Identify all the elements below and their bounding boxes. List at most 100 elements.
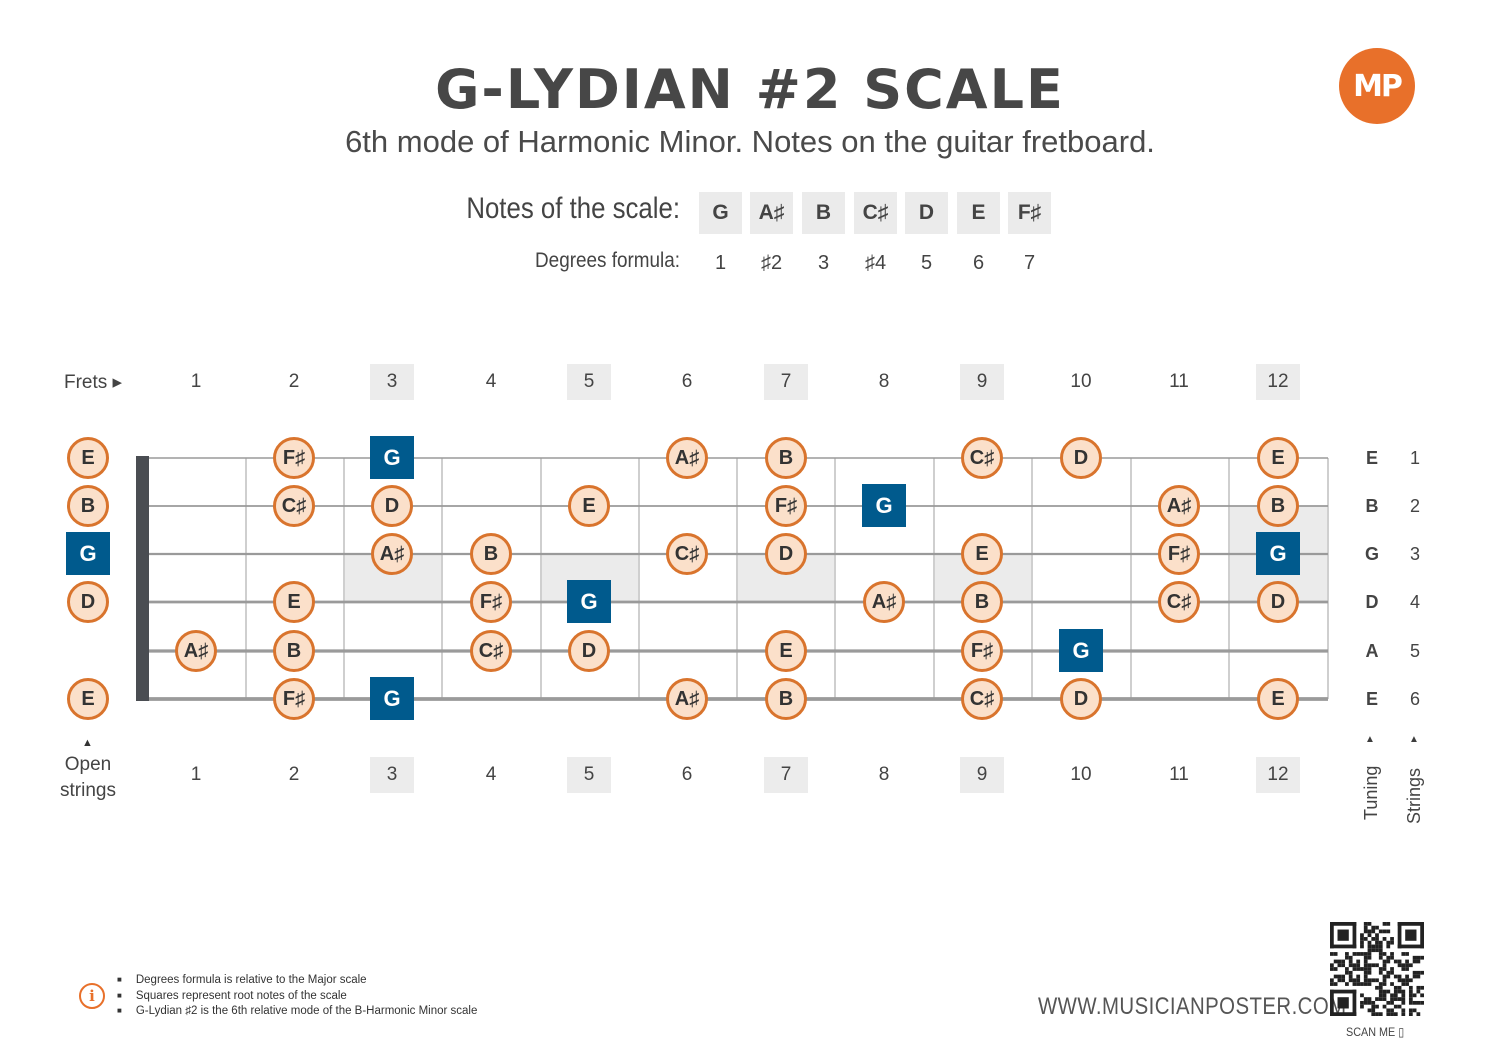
fret-number-top: 2	[288, 371, 300, 392]
string-number: 2	[1409, 496, 1420, 516]
scale-note-circle: A♯	[863, 581, 905, 623]
string-number: 1	[1409, 448, 1420, 468]
musicianposter-logo[interactable]: MP	[1339, 48, 1415, 124]
fret-number-bottom: 7	[764, 757, 808, 793]
fret-number-bottom: 8	[878, 764, 890, 785]
scale-note-circle: B	[470, 533, 512, 575]
scale-degree: 3	[817, 252, 830, 274]
scale-note-circle: A♯	[175, 630, 217, 672]
string-number: 6	[1409, 689, 1420, 709]
scale-degree: ♯4	[864, 252, 887, 274]
fret-number-bottom: 2	[288, 764, 300, 785]
tuning-note: B	[1365, 496, 1379, 516]
tuning-note: A	[1365, 641, 1379, 661]
scale-note-circle: A♯	[371, 533, 413, 575]
fret-number-bottom: 3	[370, 757, 414, 793]
scale-note-circle: D	[67, 581, 109, 623]
frets-label: Frets ▸	[64, 372, 123, 393]
page-subtitle: 6th mode of Harmonic Minor. Notes on the…	[345, 124, 1155, 159]
scale-note-circle: A♯	[666, 437, 708, 479]
fret-number-top: 3	[370, 364, 414, 400]
strings-label: Strings	[1404, 767, 1424, 824]
tuning-note: E	[1365, 448, 1378, 468]
scale-note-circle: E	[67, 437, 109, 479]
scale-degree: 5	[920, 252, 933, 274]
strings-arrow-icon: ▲	[1409, 734, 1419, 745]
qr-code-icon	[1330, 922, 1424, 1016]
string-number: 3	[1409, 544, 1420, 564]
tuning-note: E	[1365, 689, 1378, 709]
scale-note: D	[905, 192, 948, 234]
scale-note-circle: D	[371, 485, 413, 527]
fret-number-top: 8	[878, 371, 890, 392]
fret-number-top: 10	[1070, 371, 1092, 392]
footnotes: Degrees formula is relative to the Major…	[117, 973, 478, 1020]
website-link[interactable]: WWW.MUSICIANPOSTER.COM	[1038, 993, 1347, 1020]
string-number: 5	[1409, 641, 1420, 661]
scale-note: G	[699, 192, 742, 234]
open-label-line2: strings	[60, 780, 116, 801]
root-note-square: G	[862, 484, 906, 527]
scale-note-circle: D	[1060, 437, 1102, 479]
root-note-square: G	[1256, 532, 1300, 575]
scale-note-circle: E	[1257, 678, 1299, 720]
scale-degree: 7	[1023, 252, 1036, 274]
scale-note-circle: C♯	[961, 678, 1003, 720]
root-note-square: G	[66, 532, 110, 575]
fret-number-top: 7	[764, 364, 808, 400]
scale-note-circle: B	[765, 437, 807, 479]
scale-degree: 6	[972, 252, 985, 274]
scale-degree: 1	[714, 252, 727, 274]
scale-note-circle: A♯	[1158, 485, 1200, 527]
fret-number-top: 1	[190, 371, 202, 392]
tuning-arrow-icon: ▲	[1365, 734, 1375, 745]
scale-note-circle: E	[273, 581, 315, 623]
scale-note-circle: E	[765, 630, 807, 672]
scan-me-label: SCAN ME ▯	[1346, 1025, 1405, 1039]
footnote: Squares represent root notes of the scal…	[117, 989, 477, 1005]
tuning-label: Tuning	[1361, 765, 1381, 820]
scale-note-circle: C♯	[1158, 581, 1200, 623]
root-note-square: G	[370, 436, 414, 479]
scale-note-circle: F♯	[273, 437, 315, 479]
tuning-note: G	[1364, 544, 1379, 564]
string-number: 4	[1409, 592, 1420, 612]
open-label-line1: Open	[64, 754, 112, 775]
fret-number-top: 4	[485, 371, 497, 392]
fret-number-bottom: 11	[1169, 764, 1189, 785]
scale-note-circle: B	[67, 485, 109, 527]
scale-note-circle: E	[961, 533, 1003, 575]
scale-note-circle: F♯	[961, 630, 1003, 672]
scale-note-circle: D	[765, 533, 807, 575]
scale-note-circle: F♯	[273, 678, 315, 720]
page-title: G-LYDIAN #2 SCALE	[435, 58, 1065, 121]
scale-note-circle: E	[568, 485, 610, 527]
scale-note-circle: C♯	[961, 437, 1003, 479]
scale-degree: ♯2	[760, 252, 783, 274]
scale-note: F♯	[1008, 192, 1051, 234]
fret-number-top: 9	[960, 364, 1004, 400]
scale-note-circle: B	[1257, 485, 1299, 527]
footnote: G-Lydian ♯2 is the 6th relative mode of …	[117, 1004, 478, 1020]
info-icon: i	[79, 983, 105, 1009]
fret-number-top: 5	[567, 364, 611, 400]
open-strings-arrow-icon: ▲	[82, 737, 93, 749]
scale-note-circle: B	[273, 630, 315, 672]
fret-number-bottom: 4	[485, 764, 497, 785]
scale-note-circle: C♯	[666, 533, 708, 575]
root-note-square: G	[567, 580, 611, 623]
scale-note-circle: F♯	[765, 485, 807, 527]
scale-note-circle: A♯	[666, 678, 708, 720]
fret-number-top: 6	[681, 371, 693, 392]
scale-note-circle: C♯	[470, 630, 512, 672]
footnote: Degrees formula is relative to the Major…	[117, 973, 477, 989]
scale-note-circle: B	[961, 581, 1003, 623]
root-note-square: G	[370, 677, 414, 720]
open-strings-label: Open strings	[48, 752, 128, 804]
fret-number-bottom: 12	[1256, 757, 1300, 793]
scale-note-circle: E	[1257, 437, 1299, 479]
nut	[136, 456, 149, 701]
scale-note-circle: E	[67, 678, 109, 720]
scale-note-circle: F♯	[470, 581, 512, 623]
